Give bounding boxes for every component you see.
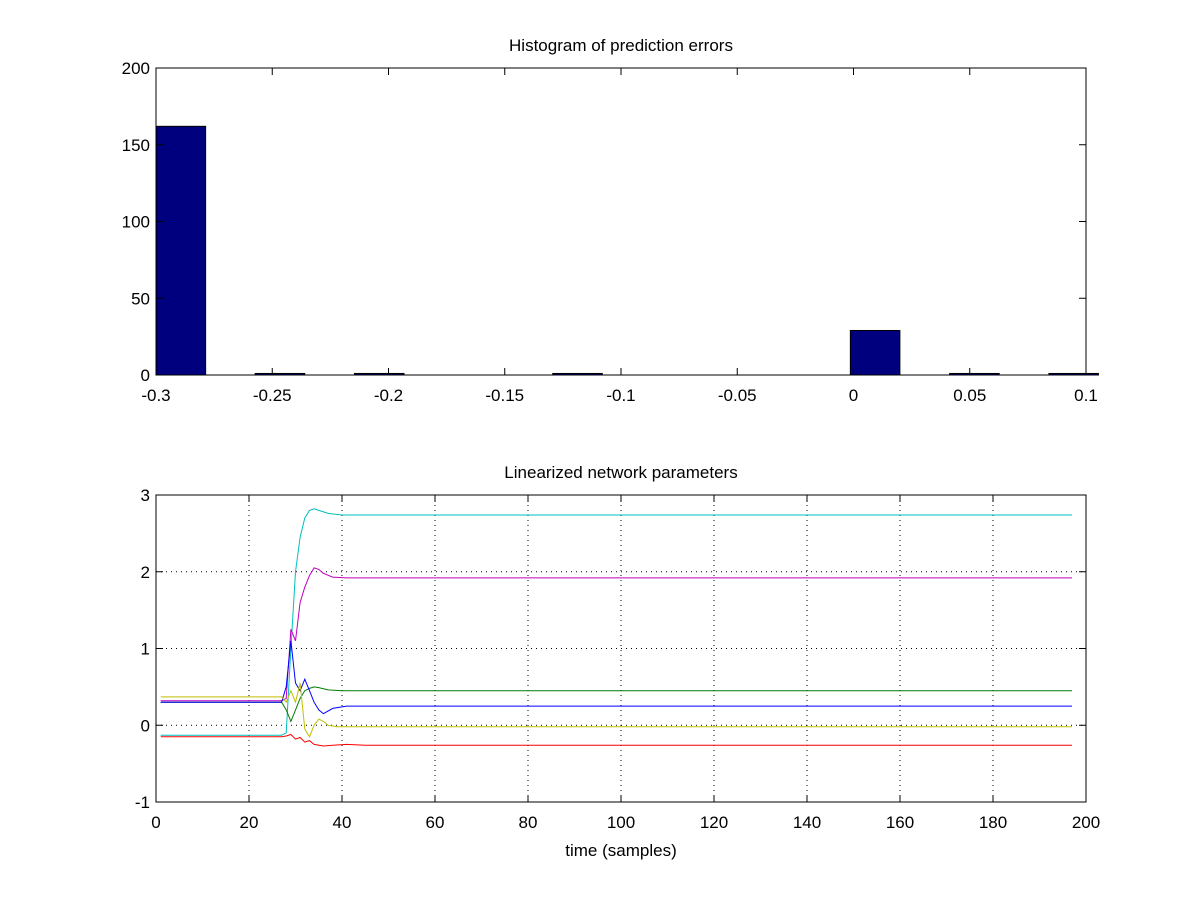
x-tick-label: 160 <box>886 813 914 832</box>
x-tick-label: 120 <box>700 813 728 832</box>
x-tick-label: 0 <box>849 386 858 405</box>
parameter-series-line-1 <box>160 508 1072 736</box>
x-tick-label: 0 <box>151 813 160 832</box>
x-tick-label: 200 <box>1072 813 1100 832</box>
parameters-grid <box>156 495 1086 802</box>
x-tick-label: 40 <box>333 813 352 832</box>
parameters-lines <box>160 508 1072 747</box>
y-tick-label: -1 <box>135 793 150 812</box>
histogram-title: Histogram of prediction errors <box>509 36 733 55</box>
histogram-bar <box>849 329 901 376</box>
parameter-series-line-4 <box>160 640 1072 715</box>
parameters-axes-frame <box>155 494 1087 803</box>
y-tick-label: 2 <box>141 563 150 582</box>
x-tick-label: -0.25 <box>253 386 292 405</box>
y-tick-label: 1 <box>141 640 150 659</box>
histogram-ticks: -0.3 -0.25 -0.2 -0.15 -0.1 -0.05 0 0.05 0.1 0 50 10… <box>122 59 1098 405</box>
y-tick-label: 200 <box>122 59 150 78</box>
histogram-plot: Histogram of prediction errors -0.3 -0.25… <box>122 36 1099 405</box>
x-tick-label: -0.1 <box>606 386 635 405</box>
parameter-series-line-6 <box>160 733 1072 747</box>
x-tick-label: -0.15 <box>485 386 524 405</box>
y-tick-label: 3 <box>141 486 150 505</box>
x-tick-label: 180 <box>979 813 1007 832</box>
y-tick-label: 150 <box>122 136 150 155</box>
x-tick-label: 20 <box>240 813 259 832</box>
y-tick-label: 0 <box>141 716 150 735</box>
x-tick-label: 0.1 <box>1074 386 1098 405</box>
histogram-bars <box>155 125 1099 376</box>
parameters-plot: Linearized network parameters 0 20 40 60 80 1… <box>135 463 1100 860</box>
x-tick-label: -0.05 <box>718 386 757 405</box>
x-tick-label: -0.3 <box>141 386 170 405</box>
x-tick-label: 80 <box>519 813 538 832</box>
parameters-title: Linearized network parameters <box>504 463 737 482</box>
x-tick-label: 140 <box>793 813 821 832</box>
parameter-series-line-3 <box>160 686 1072 723</box>
y-tick-label: 0 <box>141 366 150 385</box>
y-tick-label: 50 <box>131 289 150 308</box>
x-tick-label: -0.2 <box>374 386 403 405</box>
x-tick-label: 0.05 <box>953 386 986 405</box>
parameters-xlabel: time (samples) <box>565 841 676 860</box>
histogram-axes-frame <box>155 67 1087 376</box>
histogram-bar <box>155 125 207 376</box>
x-tick-label: 100 <box>607 813 635 832</box>
x-tick-label: 60 <box>426 813 445 832</box>
histogram-axes-box <box>156 68 1086 375</box>
y-tick-label: 100 <box>122 213 150 232</box>
parameter-series-line-5 <box>160 682 1072 738</box>
